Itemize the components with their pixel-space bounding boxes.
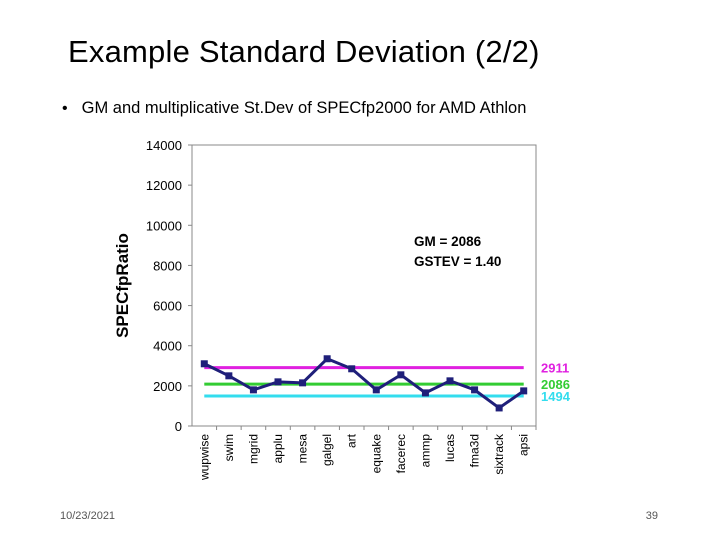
x-tick-label: mgrid [246, 434, 260, 464]
chart-annotation: GM = 2086 [414, 234, 482, 249]
chart-annotation: GSTEV = 1.40 [414, 254, 501, 269]
y-tick-label: 0 [175, 419, 182, 434]
data-point [421, 389, 429, 397]
x-tick-label: mesa [296, 434, 310, 464]
bullet-point: • GM and multiplicative St.Dev of SPECfp… [62, 99, 526, 118]
y-tick-label: 12000 [146, 178, 182, 193]
series-line [203, 356, 525, 410]
y-tick-label: 6000 [153, 299, 182, 314]
bullet-dot: • [62, 100, 68, 117]
y-tick-label: 14000 [146, 138, 182, 153]
x-tick-label: sixtrack [492, 433, 506, 475]
y-axis-label: SPECfpRatio [113, 233, 132, 338]
reference-line-label: 2911 [541, 361, 569, 376]
data-point [471, 386, 479, 394]
footer-date: 10/23/2021 [60, 510, 116, 522]
y-tick-label: 4000 [153, 339, 182, 354]
data-point [372, 386, 380, 394]
x-tick-label: equake [369, 434, 383, 474]
slide-title: Example Standard Deviation (2/2) [68, 34, 540, 69]
y-tick-label: 8000 [153, 258, 182, 273]
data-point [274, 378, 282, 386]
bullet-text: GM and multiplicative St.Dev of SPECfp20… [81, 99, 527, 117]
reference-line-label: 1494 [541, 389, 571, 404]
reference-line-label: 2086 [541, 377, 570, 392]
data-point [446, 377, 454, 385]
data-point [348, 365, 356, 373]
y-tick-label: 2000 [153, 379, 182, 394]
x-tick-label: lucas [443, 434, 457, 462]
x-tick-label: facerec [394, 434, 408, 473]
x-tick-label: wupwise [197, 434, 211, 481]
data-point [323, 355, 331, 363]
data-point [200, 360, 208, 368]
data-point [495, 404, 503, 412]
x-tick-label: ammp [418, 434, 432, 468]
x-tick-label: swim [222, 434, 236, 461]
x-tick-label: applu [271, 434, 285, 463]
x-tick-label: galgel [320, 434, 334, 466]
page-number: 39 [645, 510, 658, 522]
data-point [249, 386, 257, 394]
data-point [397, 371, 405, 379]
data-point [520, 387, 528, 395]
y-tick-label: 10000 [146, 218, 182, 233]
x-tick-label: art [345, 433, 359, 448]
data-point [225, 372, 233, 380]
data-point [299, 379, 307, 387]
x-tick-label: fma3d [468, 434, 482, 467]
x-tick-label: apsi [517, 434, 531, 456]
